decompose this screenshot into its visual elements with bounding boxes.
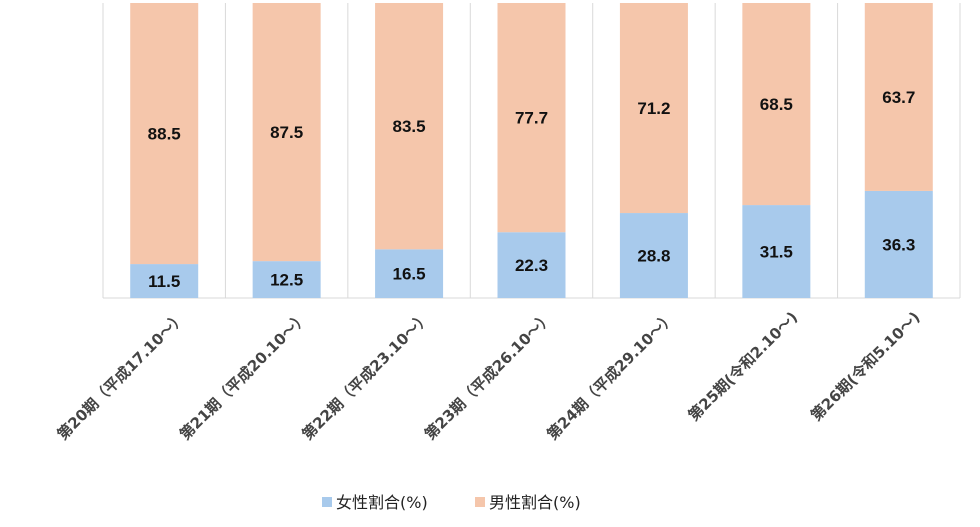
bar-male (130, 3, 199, 265)
legend-label: 女性割合(%) (336, 493, 428, 512)
x-tick-label: 第22期（平成23.10～） (299, 308, 434, 443)
bar-male (619, 3, 688, 214)
x-tick-label: 第24期（平成29.10～） (543, 308, 678, 443)
data-label: 77.7 (515, 109, 548, 128)
bar-male (252, 3, 321, 262)
legend-label: 男性割合(%) (489, 493, 581, 512)
bar-male (497, 3, 566, 233)
legend-swatch (475, 497, 485, 507)
bar-male (742, 3, 811, 206)
data-label: 36.3 (882, 235, 915, 254)
data-label: 28.8 (637, 247, 670, 266)
data-label: 31.5 (760, 243, 793, 262)
data-label: 88.5 (148, 125, 181, 144)
data-label: 71.2 (637, 99, 670, 118)
x-tick-label: 第21期（平成20.10～） (176, 308, 311, 443)
bar-male (864, 3, 933, 191)
data-label: 83.5 (393, 117, 426, 136)
bar-female (375, 249, 444, 298)
data-label: 12.5 (270, 271, 303, 290)
x-tick-label: 第25期(令和2.10～) (685, 308, 801, 424)
bar-female (252, 261, 321, 298)
legend-swatch (322, 497, 332, 507)
bar-female (742, 205, 811, 298)
x-tick-label: 第23期（平成26.10～） (421, 308, 556, 443)
bar-female (619, 213, 688, 298)
bar-female (497, 232, 566, 298)
data-label: 63.7 (882, 88, 915, 107)
x-tick-label: 第26期(令和5.10～) (807, 308, 923, 424)
bar-female (864, 190, 933, 298)
bar-male (375, 3, 444, 250)
x-tick-label: 第20期（平成17.10～） (54, 308, 189, 443)
data-label: 22.3 (515, 256, 548, 275)
data-label: 11.5 (148, 272, 180, 291)
bar-female (130, 264, 199, 298)
data-label: 87.5 (270, 123, 303, 142)
data-label: 68.5 (760, 95, 793, 114)
data-label: 16.5 (393, 265, 426, 284)
